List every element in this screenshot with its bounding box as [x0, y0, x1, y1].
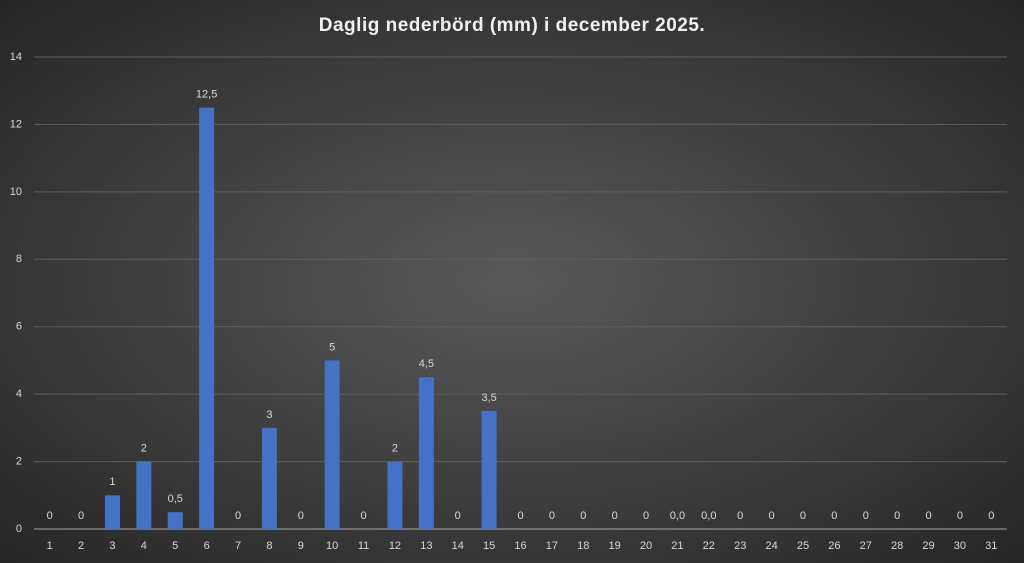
- y-tick-label: 12: [10, 118, 22, 130]
- x-tick-label: 10: [326, 540, 338, 552]
- x-tick-label: 15: [483, 540, 495, 552]
- value-label: 0: [517, 510, 523, 522]
- x-tick-label: 31: [985, 540, 997, 552]
- x-tick-label: 22: [703, 540, 715, 552]
- value-label: 12,5: [196, 88, 217, 100]
- x-tick-label: 6: [204, 540, 210, 552]
- bar: [324, 360, 340, 529]
- value-label: 0: [78, 510, 84, 522]
- x-tick-label: 24: [765, 540, 777, 552]
- value-label: 2: [392, 442, 398, 454]
- bar: [481, 411, 497, 529]
- value-label: 0,0: [701, 510, 716, 522]
- y-tick-label: 4: [16, 388, 22, 400]
- value-label: 0: [361, 510, 367, 522]
- value-label: 0,5: [168, 493, 183, 505]
- value-label: 0: [769, 510, 775, 522]
- x-tick-label: 17: [546, 540, 558, 552]
- value-label: 0: [580, 510, 586, 522]
- x-tick-label: 14: [452, 540, 464, 552]
- value-label: 5: [329, 341, 335, 353]
- value-label: 0: [235, 510, 241, 522]
- value-label: 3: [266, 409, 272, 421]
- x-tick-label: 8: [266, 540, 272, 552]
- bar: [104, 495, 120, 529]
- value-label: 0,0: [670, 510, 685, 522]
- value-label: 0: [455, 510, 461, 522]
- value-label: 0: [988, 510, 994, 522]
- y-tick-label: 8: [16, 253, 22, 265]
- value-label: 0: [298, 510, 304, 522]
- y-tick-label: 2: [16, 455, 22, 467]
- x-tick-label: 28: [891, 540, 903, 552]
- bar: [261, 427, 277, 529]
- value-label: 0: [894, 510, 900, 522]
- value-label: 2: [141, 442, 147, 454]
- x-tick-label: 9: [298, 540, 304, 552]
- bar: [136, 461, 152, 529]
- value-label: 0: [800, 510, 806, 522]
- x-tick-label: 18: [577, 540, 589, 552]
- y-tick-label: 6: [16, 321, 22, 333]
- x-tick-label: 25: [797, 540, 809, 552]
- y-tick-label: 10: [10, 186, 22, 198]
- x-tick-label: 3: [109, 540, 115, 552]
- value-label: 0: [643, 510, 649, 522]
- x-tick-label: 21: [671, 540, 683, 552]
- value-label: 0: [549, 510, 555, 522]
- x-tick-label: 1: [47, 540, 53, 552]
- x-tick-label: 5: [172, 540, 178, 552]
- x-tick-label: 12: [389, 540, 401, 552]
- value-label: 0: [925, 510, 931, 522]
- y-tick-label: 0: [16, 523, 22, 535]
- bar: [387, 461, 403, 529]
- x-tick-label: 7: [235, 540, 241, 552]
- x-tick-label: 13: [420, 540, 432, 552]
- x-tick-label: 27: [860, 540, 872, 552]
- value-label: 0: [863, 510, 869, 522]
- x-tick-label: 4: [141, 540, 147, 552]
- chart-title: Daglig nederbörd (mm) i december 2025.: [319, 15, 705, 36]
- x-tick-label: 19: [609, 540, 621, 552]
- x-tick-label: 16: [514, 540, 526, 552]
- value-label: 0: [47, 510, 53, 522]
- x-tick-label: 26: [828, 540, 840, 552]
- y-tick-label: 14: [10, 51, 22, 63]
- value-label: 1: [109, 476, 115, 488]
- bar: [418, 377, 434, 529]
- x-tick-label: 20: [640, 540, 652, 552]
- value-label: 0: [612, 510, 618, 522]
- x-tick-label: 29: [922, 540, 934, 552]
- value-label: 3,5: [481, 392, 496, 404]
- x-tick-label: 11: [358, 540, 369, 552]
- value-label: 0: [737, 510, 743, 522]
- value-label: 0: [957, 510, 963, 522]
- bar: [167, 512, 183, 529]
- value-label: 0: [831, 510, 837, 522]
- x-tick-label: 2: [78, 540, 84, 552]
- bar: [199, 107, 215, 530]
- value-label: 4,5: [419, 358, 434, 370]
- x-tick-label: 30: [954, 540, 966, 552]
- x-tick-label: 23: [734, 540, 746, 552]
